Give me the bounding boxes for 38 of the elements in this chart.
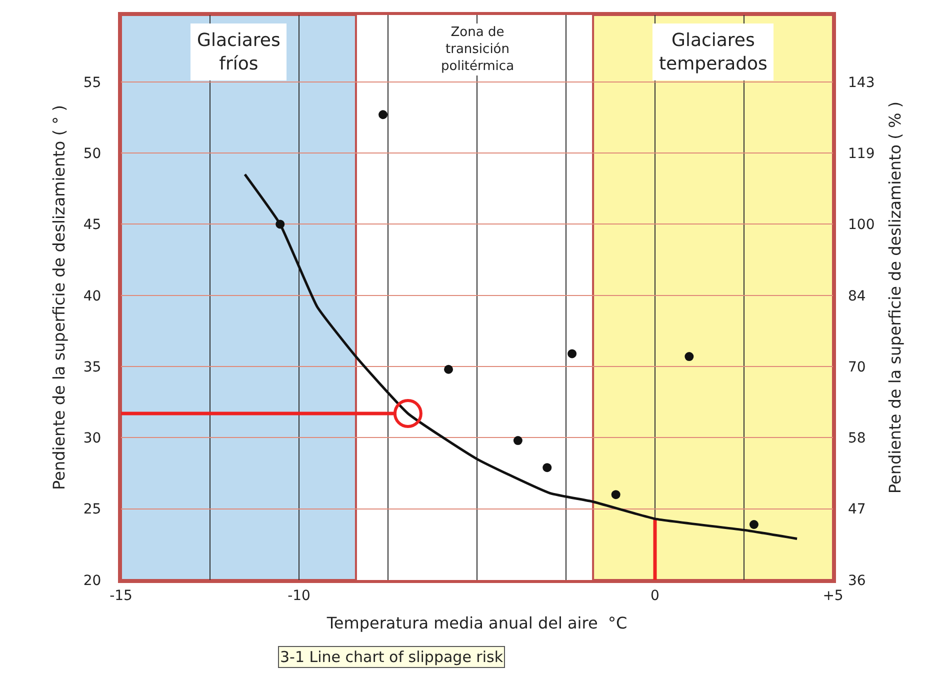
- point: [393, 398, 422, 428]
- y-tick-label: 40: [83, 288, 102, 304]
- category-label: 100: [848, 217, 875, 234]
- point: [611, 490, 620, 500]
- y-tick-label: 50: [83, 146, 102, 162]
- y-axis-title: Pendiente de la superficie de deslizamiento ( ° ): [49, 105, 68, 490]
- point: [684, 352, 694, 362]
- category-label: 58: [848, 430, 866, 447]
- point: [513, 436, 522, 446]
- point: [378, 110, 388, 120]
- y-tick-label: 35: [83, 359, 102, 376]
- line-series: [244, 173, 798, 540]
- point: [542, 463, 552, 472]
- y2-axis-title: Pendiente de la superficie de deslizamiento ( % ): [885, 101, 904, 494]
- category-label: 84: [848, 288, 866, 304]
- y-tick-label: 30: [83, 430, 102, 447]
- category-label: 70: [848, 359, 866, 376]
- x-tick-label: 0: [650, 588, 660, 604]
- y-tick-label: 55: [83, 74, 102, 91]
- text: 3-1 Line chart of slippage risk: [280, 648, 504, 666]
- x-tick-label: +5: [822, 588, 844, 604]
- x-tick-label: -10: [288, 588, 310, 604]
- x-axis-title: Temperatura media anual del aire °C: [326, 614, 628, 632]
- category-label: 47: [848, 502, 866, 518]
- annotation: Zona de transición politérmica: [441, 25, 514, 74]
- point: [444, 364, 454, 374]
- category-label: 36: [848, 572, 866, 589]
- x-tick-label: -15: [110, 588, 132, 604]
- y-tick-label: 20: [83, 572, 102, 589]
- y-tick-label: 25: [83, 502, 102, 518]
- point: [749, 520, 758, 529]
- category-label: 119: [848, 146, 875, 162]
- y-tick-label: 45: [83, 217, 102, 234]
- category-label: 143: [848, 74, 875, 91]
- band-label: Glaciares temperados: [659, 30, 768, 74]
- band-label: Glaciares fríos: [197, 30, 280, 74]
- point: [568, 349, 577, 358]
- point: [276, 220, 285, 229]
